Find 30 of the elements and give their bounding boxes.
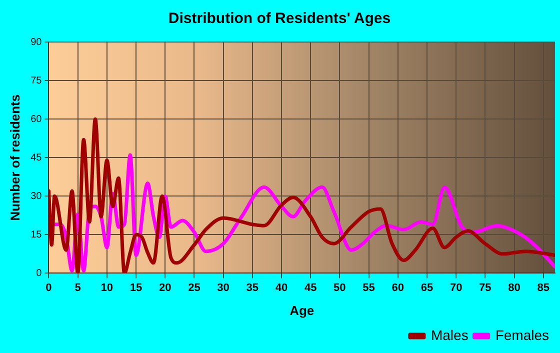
- x-tick-label: 70: [450, 282, 462, 294]
- y-tick-label: 45: [30, 152, 42, 164]
- x-tick-label: 60: [392, 282, 404, 294]
- x-tick-label: 85: [537, 282, 550, 294]
- x-tick-label: 15: [130, 282, 142, 294]
- x-tick-label: 65: [420, 282, 434, 294]
- x-tick-label: 0: [46, 282, 52, 294]
- x-tick-label: 40: [275, 282, 288, 294]
- x-tick-label: 10: [100, 282, 114, 294]
- x-tick-label: 75: [479, 282, 492, 294]
- y-tick-label: 75: [30, 75, 42, 86]
- x-tick-label: 45: [304, 282, 317, 294]
- y-tick-label: 30: [30, 190, 42, 202]
- x-tick-label: 5: [74, 282, 81, 294]
- x-tick-label: 30: [217, 282, 230, 294]
- chart-title: Distribution of Residents' Ages: [168, 10, 391, 28]
- x-tick-label: 35: [246, 282, 259, 294]
- y-tick-label: 90: [30, 36, 42, 48]
- y-tick-label: 60: [30, 114, 42, 125]
- x-tick-label: 80: [508, 282, 520, 294]
- y-tick-label: 15: [30, 229, 42, 240]
- x-tick-label: 20: [158, 282, 172, 294]
- y-tick-label: 0: [36, 268, 42, 279]
- x-tick-label: 55: [362, 282, 375, 294]
- x-tick-label: 50: [334, 282, 346, 294]
- x-tick-label: 25: [188, 282, 200, 294]
- y-axis-title: Number of residents: [7, 94, 22, 221]
- x-axis-title: Age: [290, 302, 314, 318]
- legend-label: Females: [495, 326, 550, 343]
- legend-label: Males: [430, 326, 468, 343]
